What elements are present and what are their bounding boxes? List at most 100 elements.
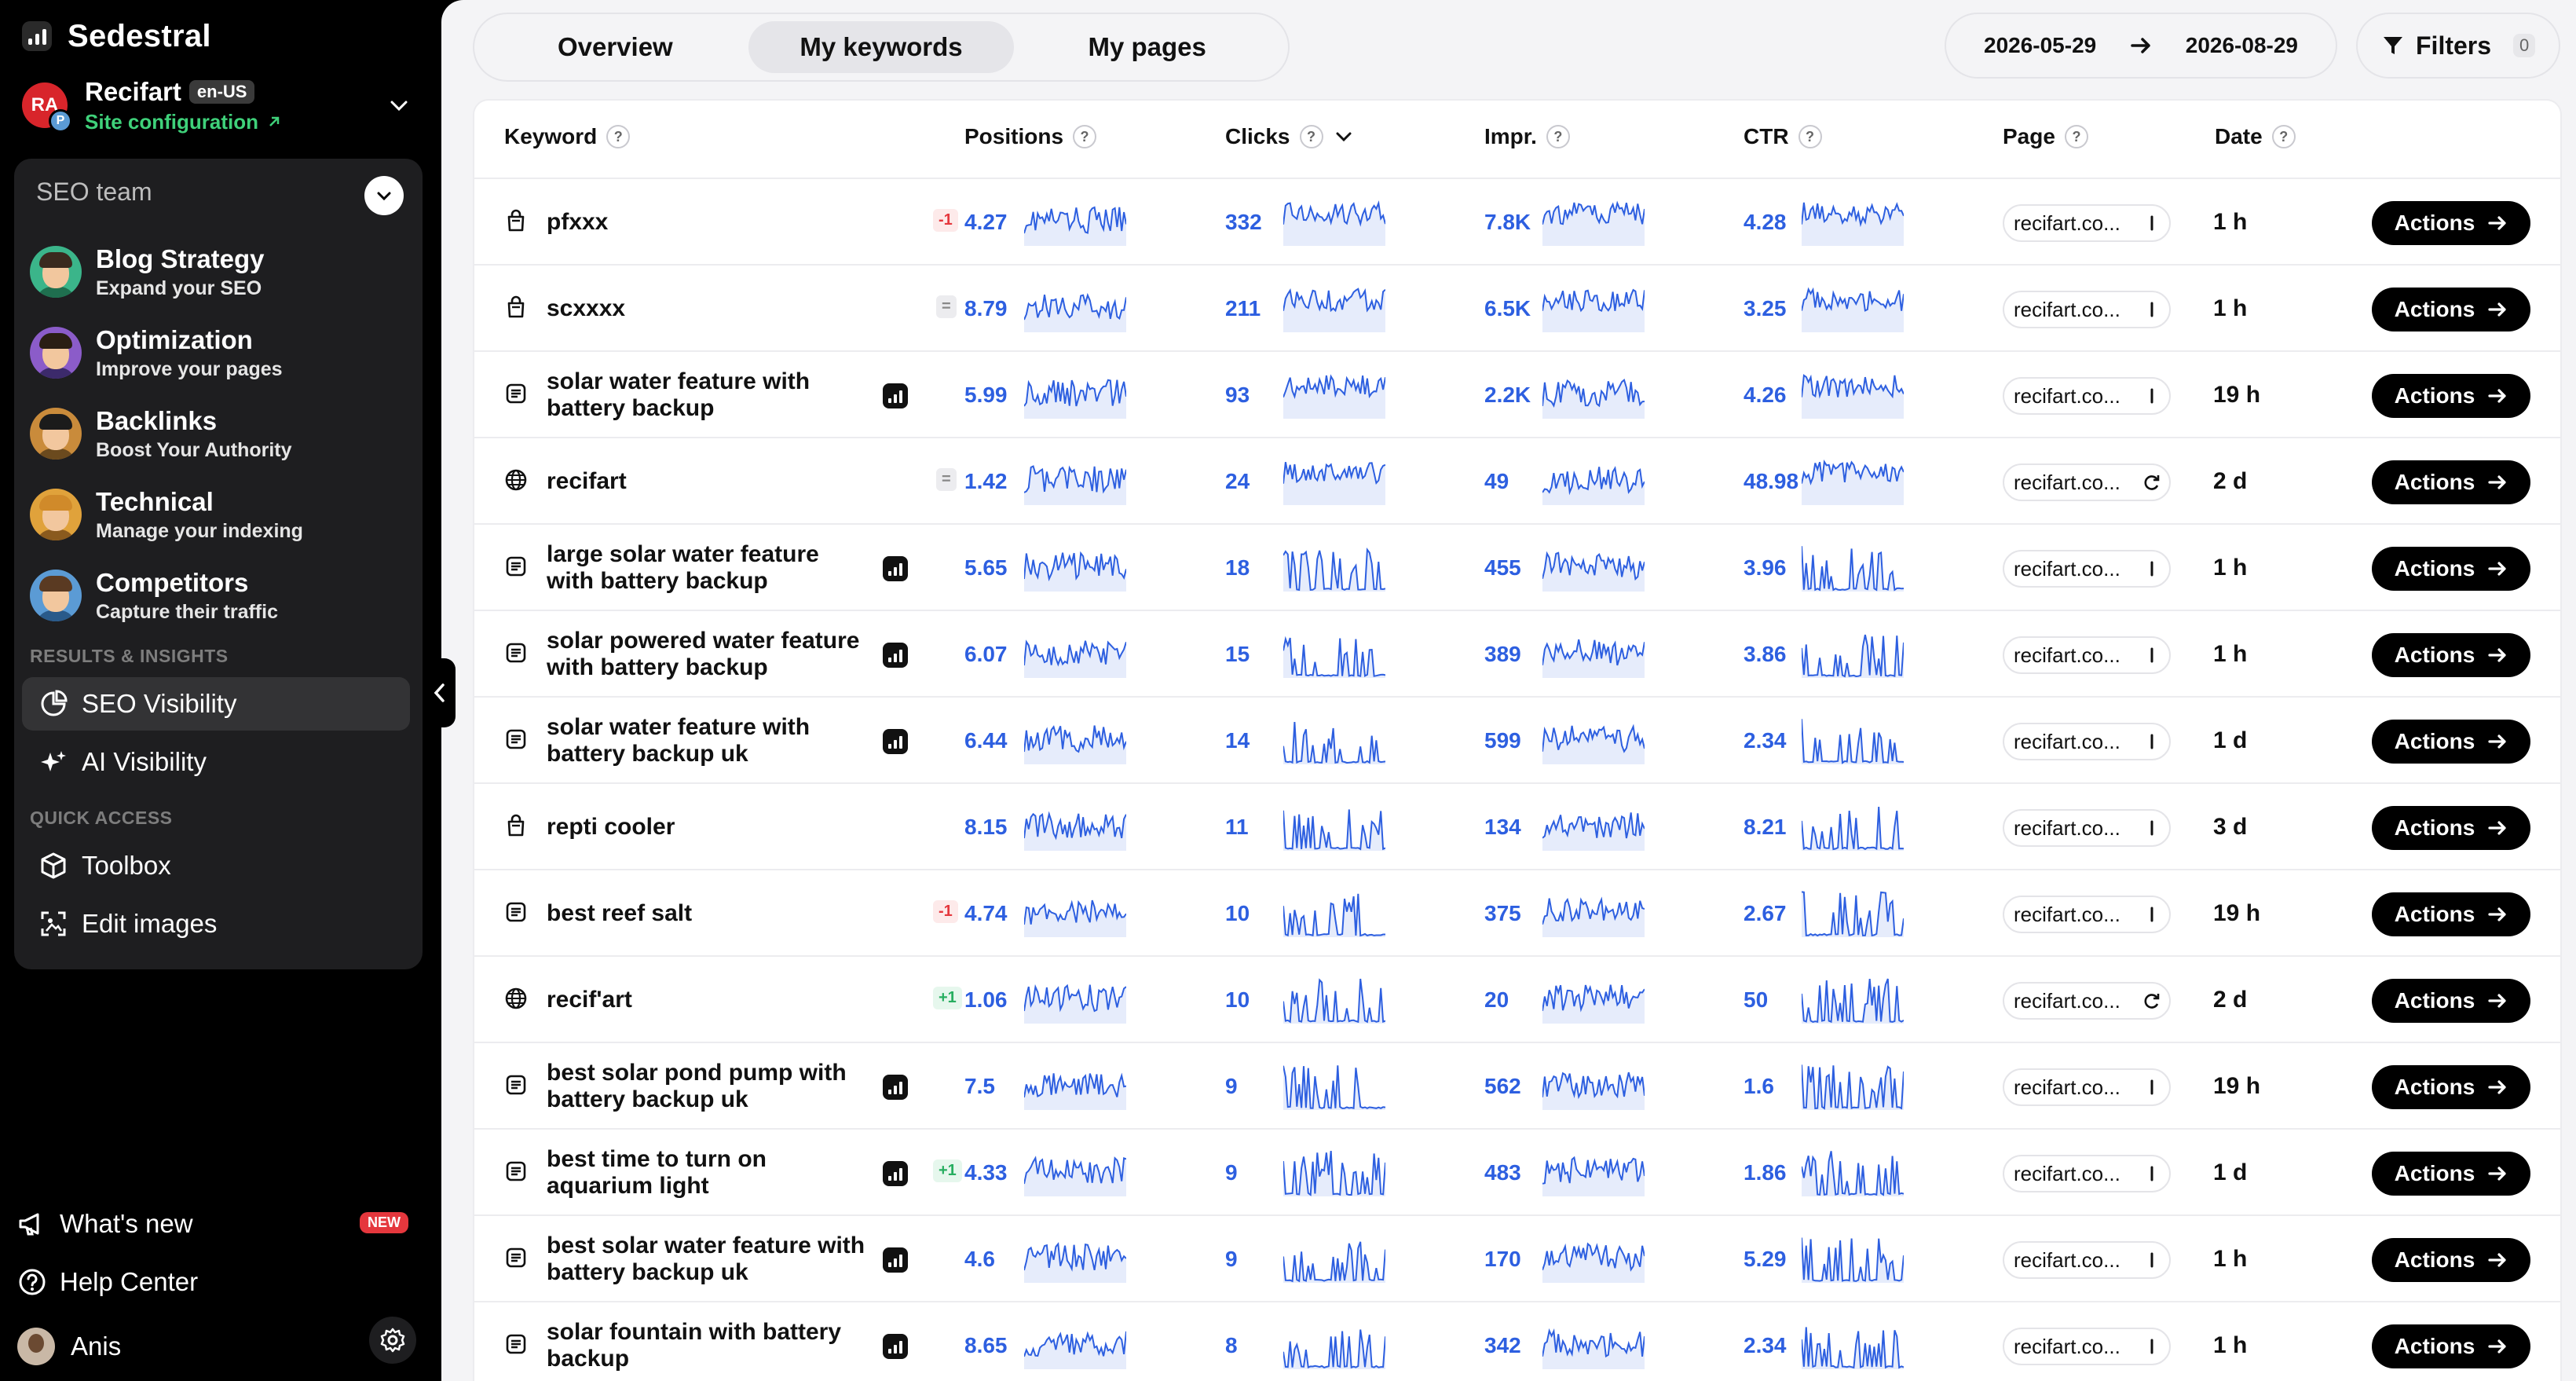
- table-row[interactable]: solar powered water feature with battery…: [474, 611, 2560, 698]
- tab-my-keywords[interactable]: My keywords: [748, 21, 1015, 73]
- agent-competitors[interactable]: Competitors Capture their traffic: [30, 559, 407, 632]
- page-link[interactable]: recifart.co...: [2003, 636, 2171, 674]
- table-row[interactable]: pfxxx -1 4.27 332 7.8K 4.28 recifart.co... 1 h A…: [474, 179, 2560, 266]
- col-keyword[interactable]: Keyword?: [504, 124, 631, 149]
- help-icon[interactable]: ?: [1546, 125, 1570, 148]
- help-icon[interactable]: ?: [606, 125, 631, 148]
- keyword-text[interactable]: pfxxx: [547, 209, 609, 235]
- actions-button[interactable]: Actions: [2372, 1065, 2530, 1109]
- team-collapse-button[interactable]: [364, 176, 404, 215]
- col-impr[interactable]: Impr.?: [1484, 124, 1570, 149]
- chevron-down-icon[interactable]: [385, 91, 413, 119]
- date-range-picker[interactable]: 2026-05-29 2026-08-29: [1945, 13, 2337, 79]
- table-row[interactable]: repti cooler 8.15 11 134 8.21 recifart.co... 3…: [474, 784, 2560, 870]
- page-status-icon[interactable]: [2142, 1164, 2161, 1183]
- keyword-text[interactable]: best time to turn on aquarium light: [547, 1146, 767, 1199]
- page-link[interactable]: recifart.co...: [2003, 1328, 2171, 1365]
- help-center-link[interactable]: Help Center: [17, 1258, 198, 1306]
- bar-chart-icon[interactable]: [883, 643, 908, 668]
- page-link[interactable]: recifart.co...: [2003, 463, 2171, 501]
- sort-desc-chevron-icon[interactable]: [1333, 126, 1355, 148]
- user-profile[interactable]: Anis: [17, 1323, 121, 1370]
- site-selector[interactable]: RA P Recifart en-US Site configuration: [22, 74, 418, 137]
- col-positions[interactable]: Positions?: [964, 124, 1097, 149]
- actions-button[interactable]: Actions: [2372, 1152, 2530, 1196]
- bar-chart-icon[interactable]: [883, 729, 908, 754]
- actions-button[interactable]: Actions: [2372, 1324, 2530, 1368]
- filters-button[interactable]: Filters 0: [2356, 13, 2560, 79]
- agent-optimization[interactable]: Optimization Improve your pages: [30, 317, 407, 389]
- settings-button[interactable]: [369, 1317, 416, 1364]
- actions-button[interactable]: Actions: [2372, 979, 2530, 1023]
- keyword-text[interactable]: best solar water feature with battery ba…: [547, 1233, 865, 1285]
- agent-technical[interactable]: Technical Manage your indexing: [30, 478, 407, 551]
- keyword-text[interactable]: repti cooler: [547, 814, 675, 840]
- page-link[interactable]: recifart.co...: [2003, 377, 2171, 415]
- sidebar-collapse-button[interactable]: [424, 658, 456, 727]
- table-row[interactable]: best time to turn on aquarium light +1 4.3…: [474, 1130, 2560, 1216]
- bar-chart-icon[interactable]: [883, 556, 908, 581]
- table-row[interactable]: best reef salt -1 4.74 10 375 2.67 recifart.co…: [474, 870, 2560, 957]
- help-icon[interactable]: ?: [1798, 125, 1822, 148]
- col-ctr[interactable]: CTR?: [1744, 124, 1822, 149]
- actions-button[interactable]: Actions: [2372, 201, 2530, 245]
- table-row[interactable]: recifart = 1.42 24 49 48.98 recifart.co... 2 d A…: [474, 438, 2560, 525]
- keyword-text[interactable]: best solar pond pump with battery backup…: [547, 1060, 847, 1112]
- nav-seo-visibility[interactable]: SEO Visibility: [22, 677, 410, 731]
- actions-button[interactable]: Actions: [2372, 892, 2530, 936]
- agent-blog-strategy[interactable]: Blog Strategy Expand your SEO: [30, 236, 407, 308]
- table-row[interactable]: large solar water feature with battery b…: [474, 525, 2560, 611]
- page-status-icon[interactable]: [2142, 1251, 2161, 1269]
- keyword-text[interactable]: large solar water feature with battery b…: [547, 541, 819, 594]
- tab-my-pages[interactable]: My pages: [1088, 32, 1206, 61]
- agent-backlinks[interactable]: Backlinks Boost Your Authority: [30, 397, 407, 470]
- col-clicks[interactable]: Clicks?: [1225, 124, 1355, 149]
- table-row[interactable]: solar fountain with battery backup 8.65 8 3…: [474, 1302, 2560, 1381]
- page-link[interactable]: recifart.co...: [2003, 809, 2171, 847]
- actions-button[interactable]: Actions: [2372, 1238, 2530, 1282]
- page-link[interactable]: recifart.co...: [2003, 291, 2171, 328]
- help-icon[interactable]: ?: [1299, 125, 1323, 148]
- page-link[interactable]: recifart.co...: [2003, 204, 2171, 242]
- col-page[interactable]: Page?: [2003, 124, 2088, 149]
- page-status-icon[interactable]: [2142, 559, 2161, 578]
- actions-button[interactable]: Actions: [2372, 374, 2530, 418]
- site-configuration-link[interactable]: Site configuration: [85, 110, 282, 134]
- keyword-text[interactable]: solar powered water feature with battery…: [547, 628, 860, 680]
- nav-ai-visibility[interactable]: AI Visibility: [22, 735, 410, 789]
- page-status-icon[interactable]: [2142, 1078, 2161, 1097]
- page-status-icon[interactable]: [2142, 646, 2161, 665]
- col-date[interactable]: Date?: [2215, 124, 2296, 149]
- keyword-text[interactable]: solar water feature with battery backup …: [547, 714, 810, 767]
- page-link[interactable]: recifart.co...: [2003, 550, 2171, 588]
- keyword-text[interactable]: solar fountain with battery backup: [547, 1319, 842, 1372]
- tab-overview[interactable]: Overview: [557, 32, 673, 61]
- whats-new-link[interactable]: What's new: [17, 1200, 193, 1247]
- nav-toolbox[interactable]: Toolbox: [22, 839, 410, 892]
- page-status-icon[interactable]: [2142, 214, 2161, 233]
- brand[interactable]: Sedestral: [22, 16, 211, 57]
- table-row[interactable]: best solar water feature with battery ba…: [474, 1216, 2560, 1302]
- table-row[interactable]: recif'art +1 1.06 10 20 50 recifart.co... 2 d Ac…: [474, 957, 2560, 1043]
- bar-chart-icon[interactable]: [883, 1161, 908, 1186]
- page-status-icon[interactable]: [2142, 905, 2161, 924]
- bar-chart-icon[interactable]: [883, 383, 908, 408]
- refresh-icon[interactable]: [2142, 991, 2161, 1010]
- table-row[interactable]: solar water feature with battery backup …: [474, 698, 2560, 784]
- bar-chart-icon[interactable]: [883, 1334, 908, 1359]
- page-link[interactable]: recifart.co...: [2003, 1068, 2171, 1106]
- keyword-text[interactable]: recifart: [547, 468, 627, 494]
- actions-button[interactable]: Actions: [2372, 633, 2530, 677]
- page-status-icon[interactable]: [2142, 732, 2161, 751]
- page-status-icon[interactable]: [2142, 300, 2161, 319]
- help-icon[interactable]: ?: [2271, 125, 2296, 148]
- actions-button[interactable]: Actions: [2372, 460, 2530, 504]
- actions-button[interactable]: Actions: [2372, 547, 2530, 591]
- keyword-text[interactable]: recif'art: [547, 987, 632, 1013]
- help-icon[interactable]: ?: [2064, 125, 2088, 148]
- keyword-text[interactable]: solar water feature with battery backup: [547, 368, 810, 421]
- refresh-icon[interactable]: [2142, 473, 2161, 492]
- table-row[interactable]: scxxxx = 8.79 211 6.5K 3.25 recifart.co... 1 h A…: [474, 266, 2560, 352]
- page-link[interactable]: recifart.co...: [2003, 982, 2171, 1020]
- page-link[interactable]: recifart.co...: [2003, 1155, 2171, 1192]
